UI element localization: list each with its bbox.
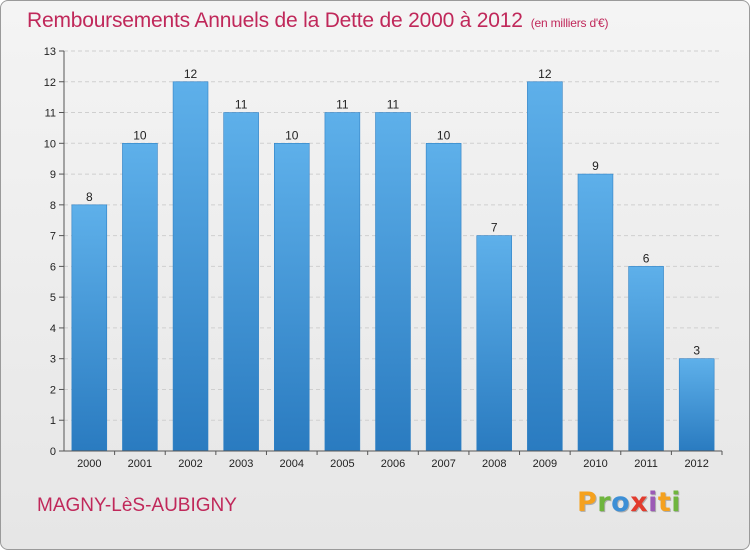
chart-title-text: Remboursements Annuels de la Dette de 20…: [27, 9, 523, 32]
x-tick-label: 2008: [482, 458, 506, 470]
logo-letter: r: [597, 487, 612, 518]
x-tick-label: 2005: [330, 458, 354, 470]
bar-value-label: 7: [491, 221, 498, 235]
bar-value-label: 8: [86, 190, 93, 204]
logo-letter: i: [671, 487, 682, 518]
bar-value-label: 11: [336, 98, 349, 112]
bar: [527, 81, 563, 452]
logo-letter: x: [630, 487, 649, 518]
bar-value-label: 10: [133, 128, 147, 142]
x-tick-label: 2012: [684, 458, 708, 470]
y-tick-label: 12: [44, 77, 56, 89]
x-tick-label: 2010: [583, 458, 607, 470]
commune-name: MAGNY-LèS-AUBIGNY: [37, 495, 237, 516]
y-tick-label: 7: [50, 231, 56, 243]
y-tick-label: 1: [50, 415, 56, 427]
y-tick-label: 2: [50, 384, 56, 396]
bar-value-label: 11: [235, 98, 248, 112]
bar: [172, 81, 209, 452]
bar-value-label: 12: [184, 67, 198, 81]
proxiti-logo: Proxiti: [577, 487, 681, 518]
x-tick-label: 2006: [381, 458, 405, 470]
bar: [425, 143, 462, 452]
bar: [324, 112, 361, 452]
bar-value-label: 6: [643, 251, 650, 265]
bar-value-label: 9: [592, 159, 599, 173]
bar: [223, 112, 259, 452]
bar: [577, 173, 614, 452]
y-tick-label: 6: [50, 261, 56, 273]
x-tick-label: 2003: [229, 458, 253, 470]
chart-unit: (en milliers d'€): [530, 16, 609, 30]
y-tick-label: 10: [44, 138, 56, 150]
x-tick-label: 2002: [178, 458, 202, 470]
logo-letter: i: [648, 487, 658, 518]
bar-value-label: 10: [285, 128, 299, 142]
y-tick-label: 4: [50, 323, 56, 335]
x-tick-label: 2001: [128, 458, 152, 470]
bar-value-label: 3: [693, 344, 700, 358]
logo-letter: P: [577, 487, 598, 518]
y-tick-label: 3: [50, 354, 56, 366]
bar: [274, 143, 310, 452]
bar-value-label: 11: [387, 98, 400, 112]
y-tick-label: 9: [50, 169, 56, 181]
y-tick-label: 5: [50, 292, 56, 304]
chart-title: Remboursements Annuels de la Dette de 20…: [27, 9, 608, 33]
y-tick-label: 11: [45, 108, 56, 120]
bar-value-label: 12: [538, 67, 552, 81]
bar: [375, 112, 411, 452]
bar: [71, 204, 108, 452]
bar: [678, 358, 715, 452]
x-tick-label: 2009: [533, 458, 557, 470]
logo-letter: t: [657, 487, 672, 518]
logo-letter: o: [611, 487, 631, 518]
x-tick-label: 2000: [77, 458, 101, 470]
bars-layer: 8 10 12 11 10 11 11 10 7 12 9 6 3: [71, 67, 715, 452]
bar-value-label: 10: [437, 128, 451, 142]
y-tick-label: 13: [44, 46, 56, 58]
x-tick-label: 2011: [634, 458, 658, 470]
bar: [476, 235, 512, 452]
x-tick-label: 2007: [431, 458, 455, 470]
bar: [628, 266, 664, 452]
x-tick-label: 2004: [280, 458, 304, 470]
y-tick-label: 8: [50, 200, 56, 212]
bar: [122, 143, 158, 452]
y-tick-label: 0: [50, 446, 56, 458]
